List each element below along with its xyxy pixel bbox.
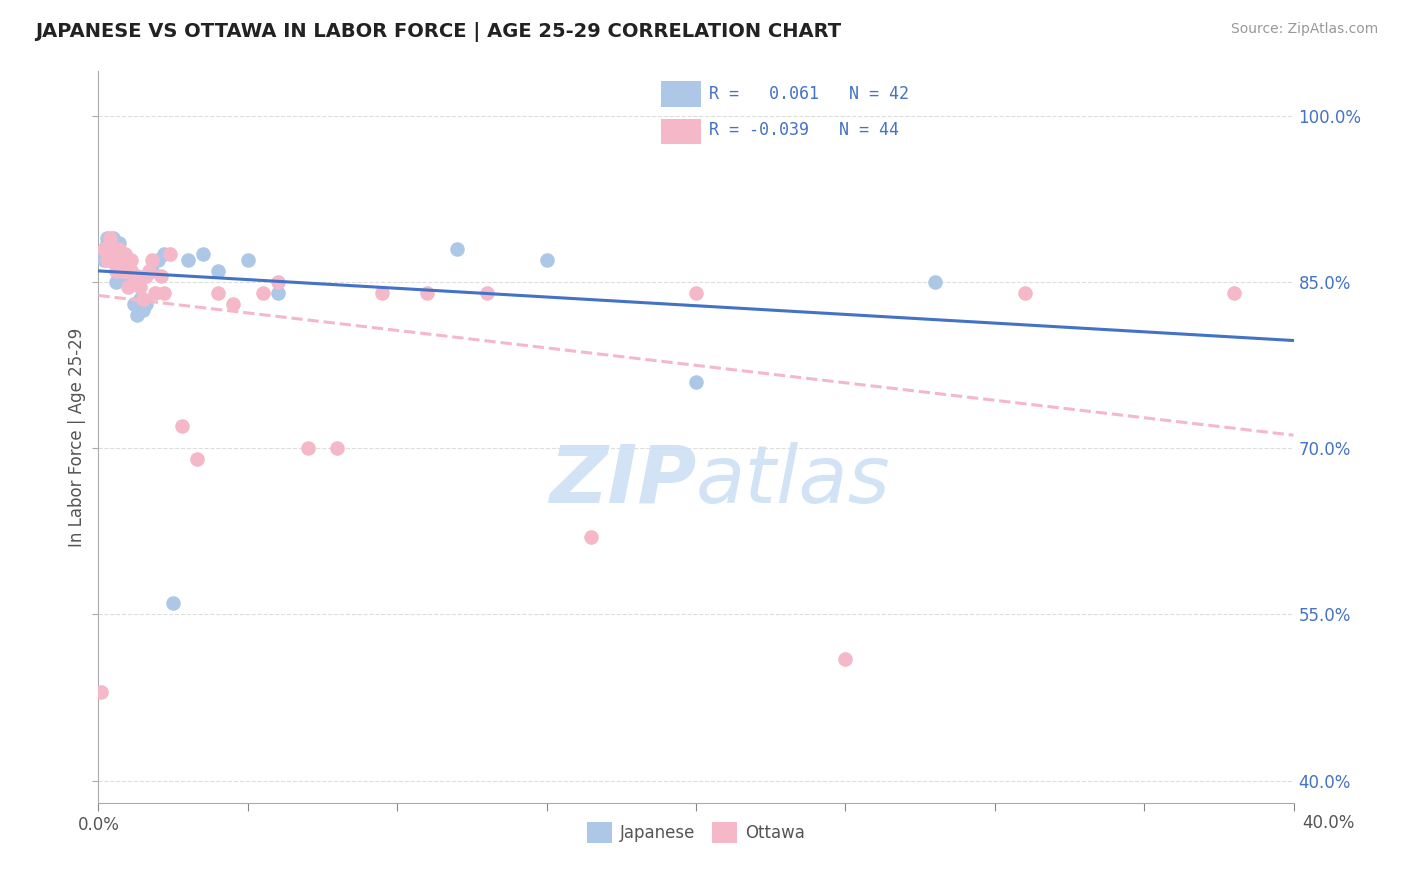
Point — [114, 252, 136, 267]
Point — [475, 285, 498, 300]
Point — [207, 264, 229, 278]
Point — [108, 252, 131, 267]
Point — [105, 264, 128, 278]
Point — [108, 242, 131, 256]
Point — [96, 252, 118, 267]
Point — [685, 375, 707, 389]
Point — [446, 242, 468, 256]
Point — [117, 269, 139, 284]
Point — [416, 285, 439, 300]
Y-axis label: In Labor Force | Age 25-29: In Labor Force | Age 25-29 — [67, 327, 86, 547]
Point — [267, 275, 290, 289]
Text: atlas: atlas — [696, 442, 891, 520]
Point — [93, 252, 115, 267]
Point — [111, 252, 134, 267]
Text: 40.0%: 40.0% — [1302, 814, 1354, 832]
Point — [108, 247, 131, 261]
Point — [117, 280, 139, 294]
Point — [124, 269, 146, 284]
Point — [162, 596, 184, 610]
Point — [105, 247, 128, 261]
Point — [236, 252, 259, 267]
Point — [267, 285, 290, 300]
Point — [96, 247, 118, 261]
Point — [153, 247, 176, 261]
Point — [191, 247, 214, 261]
Point — [114, 264, 136, 278]
Point — [111, 264, 134, 278]
Point — [98, 252, 122, 267]
Bar — [661, 81, 700, 107]
Point — [159, 247, 181, 261]
Point — [98, 230, 122, 244]
Text: R = -0.039   N = 44: R = -0.039 N = 44 — [709, 121, 900, 139]
Text: ZIP: ZIP — [548, 442, 696, 520]
Text: R =   0.061   N = 42: R = 0.061 N = 42 — [709, 85, 910, 103]
Point — [536, 252, 558, 267]
Point — [111, 252, 134, 267]
Point — [252, 285, 274, 300]
Point — [120, 252, 142, 267]
Point — [138, 264, 160, 278]
Point — [150, 269, 173, 284]
Point — [148, 252, 170, 267]
Point — [581, 530, 603, 544]
Point — [90, 685, 112, 699]
Point — [111, 269, 134, 284]
Point — [143, 285, 166, 300]
Point — [685, 285, 707, 300]
Point — [114, 258, 136, 272]
Point — [96, 236, 118, 251]
Point — [127, 308, 149, 322]
Point — [120, 264, 142, 278]
Point — [297, 441, 319, 455]
Point — [177, 252, 200, 267]
Point — [207, 285, 229, 300]
Point — [103, 247, 125, 261]
Point — [93, 242, 115, 256]
Point — [135, 269, 157, 284]
Point — [141, 252, 163, 267]
Point — [153, 285, 176, 300]
Point — [108, 236, 131, 251]
Point — [924, 275, 946, 289]
Point — [1223, 285, 1246, 300]
Point — [124, 297, 146, 311]
Point — [222, 297, 245, 311]
Point — [93, 242, 115, 256]
Point — [105, 258, 128, 272]
Point — [132, 302, 155, 317]
Point — [90, 247, 112, 261]
Point — [103, 242, 125, 256]
Point — [117, 252, 139, 267]
Point — [127, 269, 149, 284]
Point — [105, 258, 128, 272]
Text: JAPANESE VS OTTAWA IN LABOR FORCE | AGE 25-29 CORRELATION CHART: JAPANESE VS OTTAWA IN LABOR FORCE | AGE … — [35, 22, 841, 42]
Point — [186, 452, 208, 467]
Point — [834, 651, 856, 665]
Point — [129, 292, 152, 306]
Point — [98, 242, 122, 256]
Point — [114, 247, 136, 261]
Point — [141, 264, 163, 278]
Point — [103, 247, 125, 261]
Point — [371, 285, 394, 300]
Bar — [661, 119, 700, 144]
Point — [132, 292, 155, 306]
Point — [129, 280, 152, 294]
Point — [98, 236, 122, 251]
Point — [108, 247, 131, 261]
Point — [105, 275, 128, 289]
Point — [120, 264, 142, 278]
Point — [96, 230, 118, 244]
Point — [326, 441, 349, 455]
Point — [1014, 285, 1036, 300]
Legend: Japanese, Ottawa: Japanese, Ottawa — [581, 815, 811, 849]
Point — [172, 419, 194, 434]
Text: Source: ZipAtlas.com: Source: ZipAtlas.com — [1230, 22, 1378, 37]
Point — [103, 230, 125, 244]
Point — [135, 297, 157, 311]
